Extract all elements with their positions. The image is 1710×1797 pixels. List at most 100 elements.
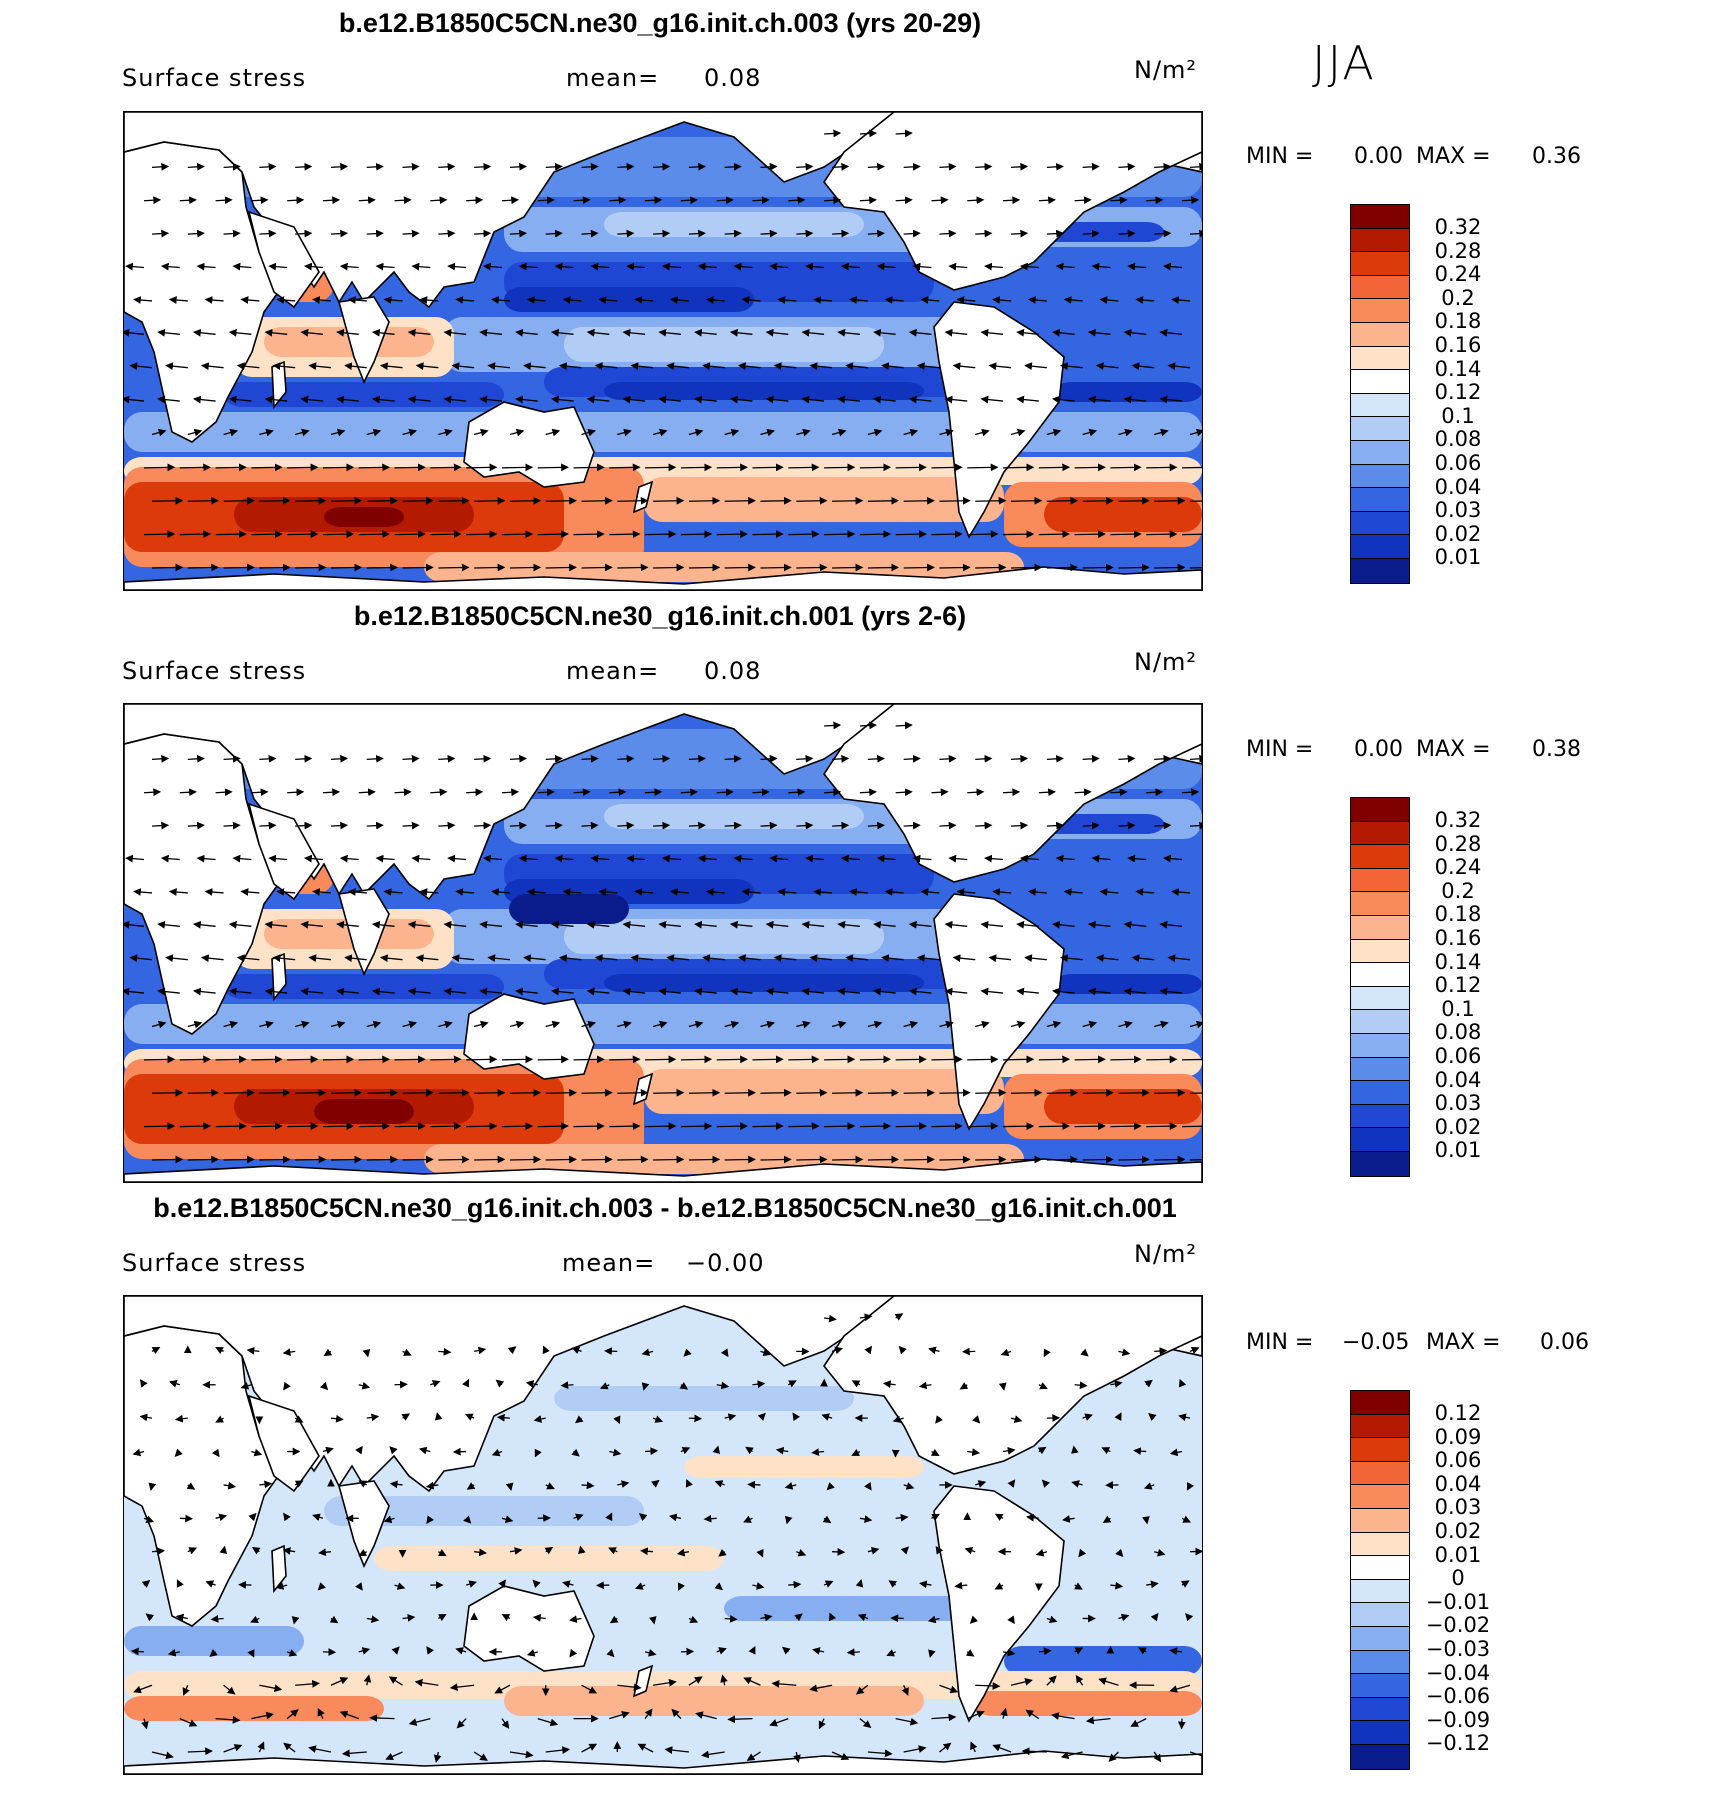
stress-vector [1074, 1122, 1106, 1131]
stress-vector [975, 162, 993, 171]
stress-vector [143, 196, 162, 205]
stress-vector [788, 463, 820, 472]
stress-vector [821, 1413, 833, 1421]
stress-vector [903, 428, 919, 437]
stress-vector [1135, 296, 1155, 304]
colorbar-swatch [1351, 1485, 1409, 1509]
continent [124, 566, 1202, 590]
stress-vector [688, 563, 721, 572]
colorbar-swatch [1351, 1151, 1409, 1176]
stress-vector [760, 754, 778, 763]
stress-vector [688, 1088, 721, 1097]
stress-vector [1133, 1447, 1147, 1455]
stress-contour-band [224, 382, 504, 407]
panel-1-colorbar [1350, 204, 1410, 584]
stress-vector [1082, 754, 1100, 763]
stress-vector [1102, 1515, 1112, 1524]
colorbar-tick-label: 0.14 [1434, 949, 1482, 974]
stress-vector [509, 229, 528, 238]
stress-vector [653, 1155, 685, 1164]
stress-vector [685, 1479, 694, 1488]
stress-vector [1189, 428, 1202, 437]
stress-vector [845, 954, 868, 963]
stress-vector [1146, 1055, 1178, 1064]
stress-vector [379, 362, 403, 371]
stress-vector [558, 954, 582, 963]
stress-vector [967, 788, 985, 797]
stress-vector [575, 1415, 584, 1424]
stress-vector [1074, 1582, 1083, 1590]
stress-vector [1154, 428, 1169, 437]
stress-vector [474, 162, 492, 171]
stress-vector [474, 229, 492, 238]
stress-vector [967, 1055, 999, 1064]
stress-vector [939, 1088, 971, 1097]
stress-vector [474, 1346, 487, 1355]
stress-vector [464, 1413, 475, 1421]
stress-vector [867, 1155, 900, 1164]
stress-vector [1118, 754, 1136, 763]
stress-contour-band [724, 1596, 1004, 1621]
stress-vector [1046, 229, 1064, 238]
stress-vector [1118, 496, 1150, 505]
stress-vector [757, 1412, 766, 1422]
stress-vector [1038, 530, 1071, 539]
stress-vector [1098, 1677, 1119, 1686]
stress-vector [598, 888, 618, 896]
stress-vector [466, 788, 484, 797]
stress-vector [975, 563, 1007, 572]
stress-vector [466, 463, 498, 472]
stress-vector [174, 1414, 188, 1423]
colorbar-tick-label: 0.04 [1434, 474, 1482, 499]
stress-vector [931, 788, 949, 797]
stress-vector [939, 229, 957, 238]
stress-vector [760, 1020, 775, 1029]
stress-vector [760, 563, 792, 572]
stress-vector [859, 1122, 892, 1131]
continents [124, 704, 1202, 1182]
colorbar-swatch [1351, 1391, 1409, 1415]
stress-vector [145, 1613, 155, 1622]
stress-vector [187, 496, 220, 505]
stress-vector [479, 395, 502, 404]
continent [247, 1394, 320, 1493]
stress-vector [215, 1513, 228, 1522]
colorbar-tick-label: 0.18 [1434, 902, 1482, 927]
stress-vector [236, 954, 260, 963]
stress-vector [223, 754, 241, 763]
stress-vector [187, 229, 205, 238]
stress-vector [609, 1448, 622, 1457]
stress-vector [515, 987, 538, 996]
stress-vector [573, 463, 605, 472]
stress-vector [680, 196, 699, 205]
stress-vector [641, 1382, 650, 1391]
stress-vector [248, 1512, 257, 1522]
stress-vector [1046, 1675, 1057, 1686]
stress-vector [705, 888, 725, 896]
stress-vector [151, 1346, 161, 1355]
panel-3-title: b.e12.B1850C5CN.ne30_g16.init.ch.003 - b… [153, 1193, 1177, 1223]
stress-vector [994, 1582, 1004, 1590]
stress-vector [407, 395, 431, 404]
stress-vector [931, 1513, 940, 1521]
stress-vector [848, 296, 868, 304]
stress-vector [1010, 1415, 1023, 1423]
stress-vector [967, 196, 985, 205]
stress-vector [1135, 888, 1155, 896]
stress-vector [223, 1744, 243, 1753]
stress-vector [509, 754, 528, 763]
stress-vector [479, 987, 502, 996]
stress-vector [970, 1741, 978, 1753]
stress-vector [366, 1615, 380, 1624]
stress-vector [884, 888, 904, 896]
stress-vector [998, 1382, 1007, 1391]
stress-vector [859, 129, 877, 138]
stress-vector [829, 1612, 837, 1622]
colorbar-swatch [1351, 1508, 1409, 1533]
colorbar-swatch [1351, 558, 1409, 583]
stress-vector [1110, 788, 1128, 797]
stress-vector [788, 196, 806, 205]
stress-vector [174, 1448, 183, 1457]
stress-vector [1146, 1580, 1159, 1589]
panel-3-units: N/m² [1134, 1240, 1198, 1268]
